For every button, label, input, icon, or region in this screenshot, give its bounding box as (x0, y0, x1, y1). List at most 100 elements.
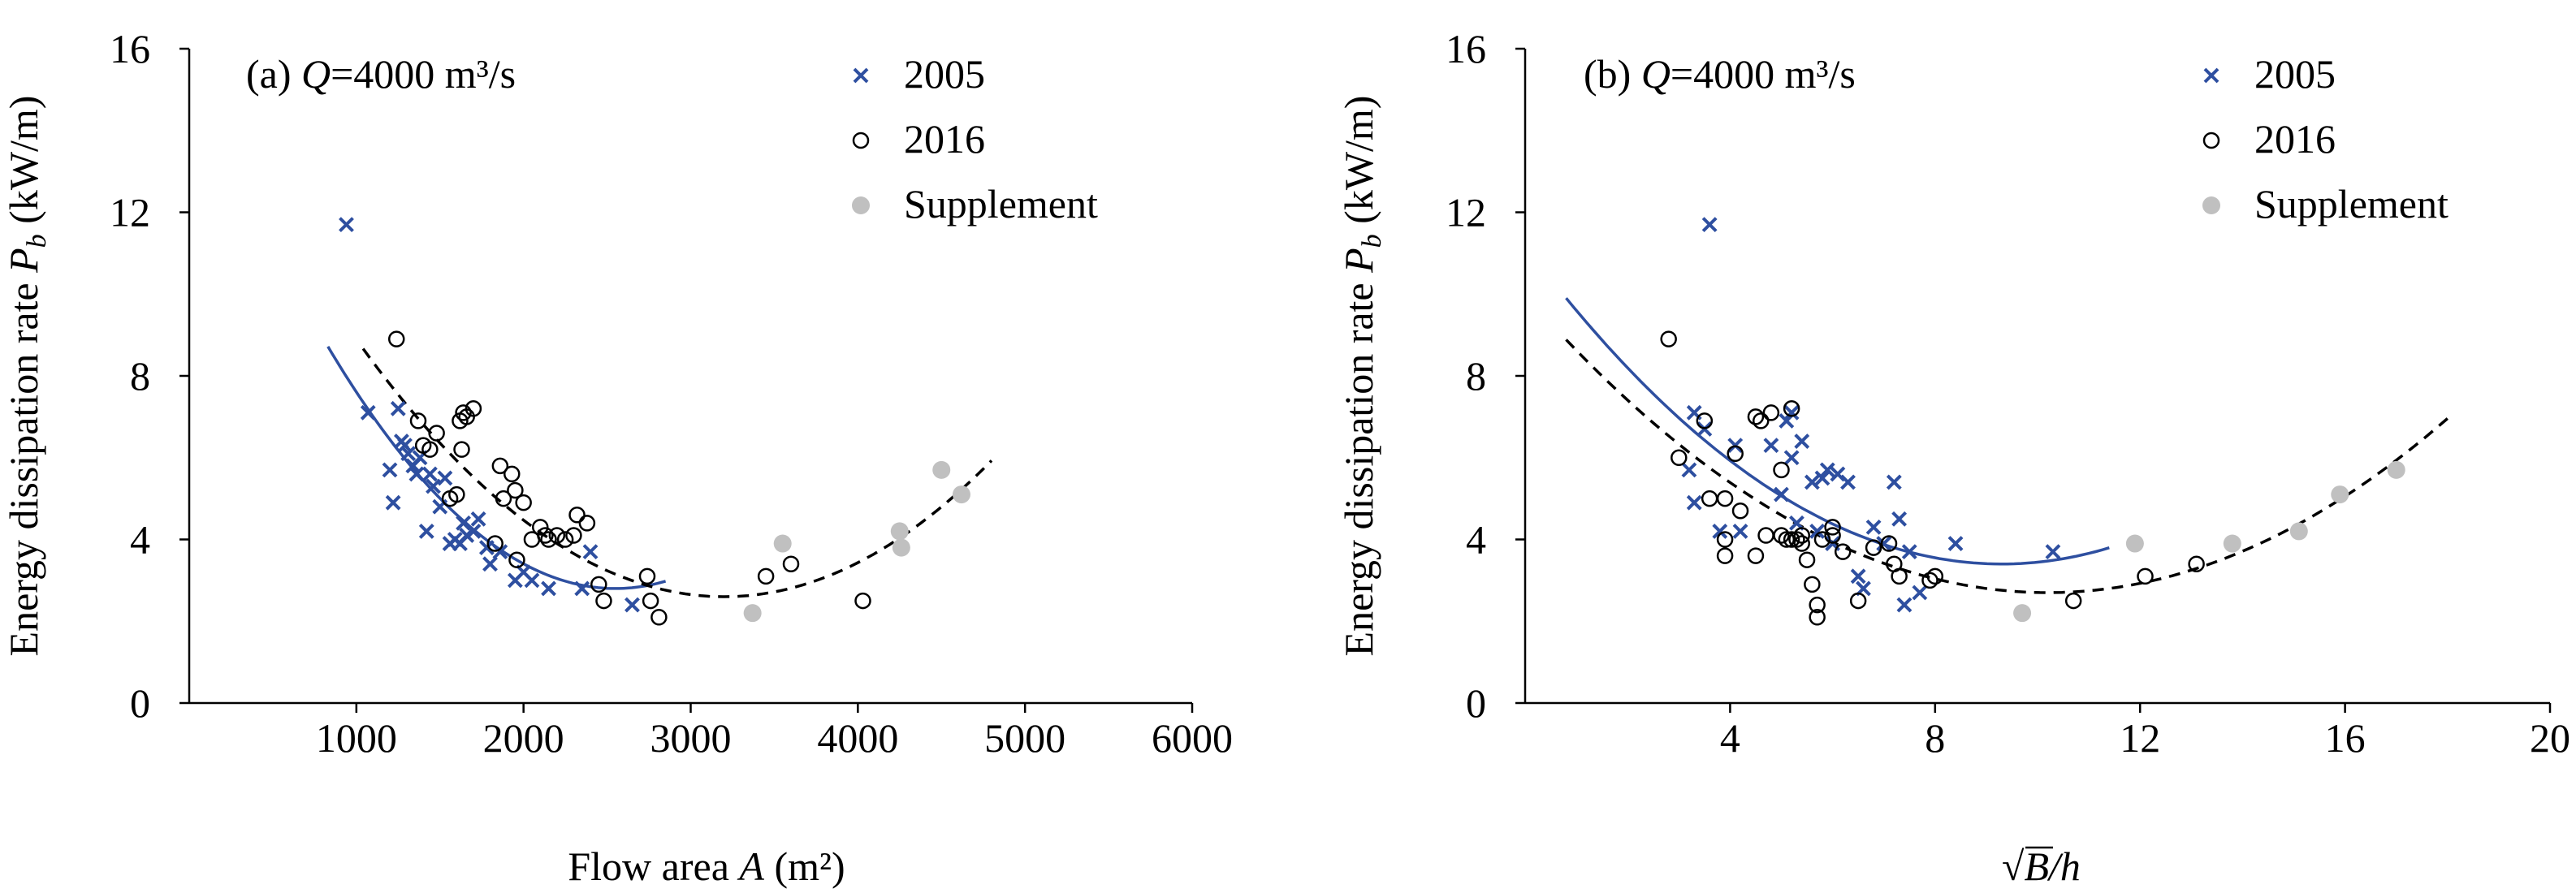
point-2016 (1809, 608, 1826, 626)
panel-a-title: (a) Q=4000 m³/s (246, 51, 516, 97)
x-axis-label-a: Flow area A (m²) (568, 843, 845, 889)
point-2005 (1701, 217, 1718, 233)
point-2005 (1774, 486, 1789, 503)
point-2016 (421, 441, 439, 458)
point-2016 (1757, 527, 1774, 544)
legend-a-supplement-label: Supplement (904, 181, 1098, 226)
point-2005 (492, 544, 508, 560)
point-2016 (757, 567, 775, 585)
point-2016 (595, 592, 612, 610)
point-2005 (1912, 585, 1928, 601)
point-2016 (1660, 330, 1677, 347)
point-supplement (773, 534, 792, 553)
fit-2005-curve-a (326, 346, 667, 590)
point-2016 (409, 412, 427, 429)
point-2005 (1850, 568, 1866, 585)
sqrt-sign: √ (2002, 843, 2025, 889)
y-tick-label: 8 (1466, 353, 1486, 399)
point-2005 (1763, 438, 1779, 454)
point-2005 (1809, 524, 1826, 539)
point-2016 (448, 485, 465, 503)
point-2016 (1798, 551, 1816, 568)
point-2005 (1819, 462, 1835, 478)
point-2005 (1901, 544, 1917, 560)
point-2016 (495, 490, 512, 507)
point-2016 (782, 555, 800, 572)
point-2005 (1783, 404, 1800, 421)
point-2016 (507, 481, 524, 499)
point-2016 (1788, 531, 1805, 548)
point-2005 (625, 597, 640, 613)
legend-a-2005-label: 2005 (904, 51, 985, 97)
y-tick-label: 0 (1466, 680, 1486, 726)
point-2005 (541, 580, 556, 597)
legend-marker-supplement (2202, 196, 2220, 214)
point-2016 (504, 465, 521, 483)
point-2016 (1716, 490, 1734, 507)
point-2016 (1865, 539, 1882, 556)
point-supplement (2387, 460, 2405, 479)
point-2005 (1783, 450, 1800, 466)
point-2016 (1809, 596, 1826, 614)
point-2005 (482, 556, 498, 572)
point-2016 (1824, 527, 1841, 544)
y-tick-label: 8 (130, 353, 150, 399)
point-2016 (1880, 535, 1898, 552)
point-2005 (2045, 544, 2061, 560)
point-supplement (2331, 485, 2349, 504)
point-2005 (1804, 474, 1820, 490)
panel-b: 4 8 12 16 20 0 4 8 12 16 (b) Q=4000 m³/s 2005 20… (1336, 26, 2570, 889)
point-2016 (1783, 531, 1800, 548)
point-2016 (2188, 555, 2205, 572)
point-2005 (1840, 474, 1856, 490)
panel-b-title: (b) Q=4000 m³/s (1584, 51, 1856, 97)
x-axis-label-b: √B/h (2002, 843, 2081, 889)
point-2005 (421, 466, 438, 482)
point-2016 (1731, 502, 1749, 520)
point-2016 (650, 608, 668, 626)
point-2016 (565, 527, 582, 544)
y-tick-label: 16 (1446, 26, 1486, 71)
point-2016 (1804, 576, 1821, 593)
x-axis-label-b-text: √B/h (2002, 843, 2081, 889)
point-2005 (1732, 524, 1748, 539)
y-axis-label-b: Energy dissipation rate Pb (kW/m) (1336, 96, 1387, 657)
point-2016 (537, 527, 554, 544)
point-2005 (1947, 536, 1964, 551)
y-tick-label: 4 (130, 517, 150, 563)
point-2016 (1834, 543, 1852, 560)
point-2016 (453, 441, 470, 458)
x-tick-label: 4 (1720, 715, 1740, 761)
legend-b: 2005 2016 Supplement (2202, 51, 2448, 226)
point-2005 (1686, 494, 1702, 511)
point-supplement (743, 604, 762, 623)
point-2005 (360, 404, 376, 421)
point-2016 (1849, 592, 1867, 610)
point-2016 (1671, 449, 1688, 466)
point-2016 (540, 531, 557, 548)
point-2005 (1886, 474, 1902, 490)
point-2016 (486, 535, 504, 552)
point-2016 (1727, 445, 1744, 462)
x-tick-label: 2000 (483, 715, 564, 761)
legend-marker-2016 (2202, 132, 2220, 149)
point-2005 (408, 466, 425, 482)
point-2005 (1794, 434, 1810, 450)
point-2005 (1865, 519, 1882, 535)
y-tick-label: 4 (1466, 517, 1486, 563)
x-tick-label: 12 (2120, 715, 2160, 761)
point-supplement (2223, 534, 2241, 553)
point-2016 (1778, 531, 1796, 548)
point-2005 (426, 478, 441, 494)
legend-b-2005-label: 2005 (2254, 51, 2336, 97)
point-2005 (1681, 462, 1697, 478)
point-2016 (508, 551, 525, 568)
x-tick-label: 1000 (316, 715, 397, 761)
point-2005 (1712, 524, 1728, 539)
point-2016 (1762, 404, 1780, 421)
point-2005 (437, 470, 453, 486)
point-supplement (932, 460, 951, 479)
fit-2016-curve-a (361, 347, 993, 598)
point-2016 (1783, 400, 1800, 417)
point-2016 (428, 425, 445, 442)
